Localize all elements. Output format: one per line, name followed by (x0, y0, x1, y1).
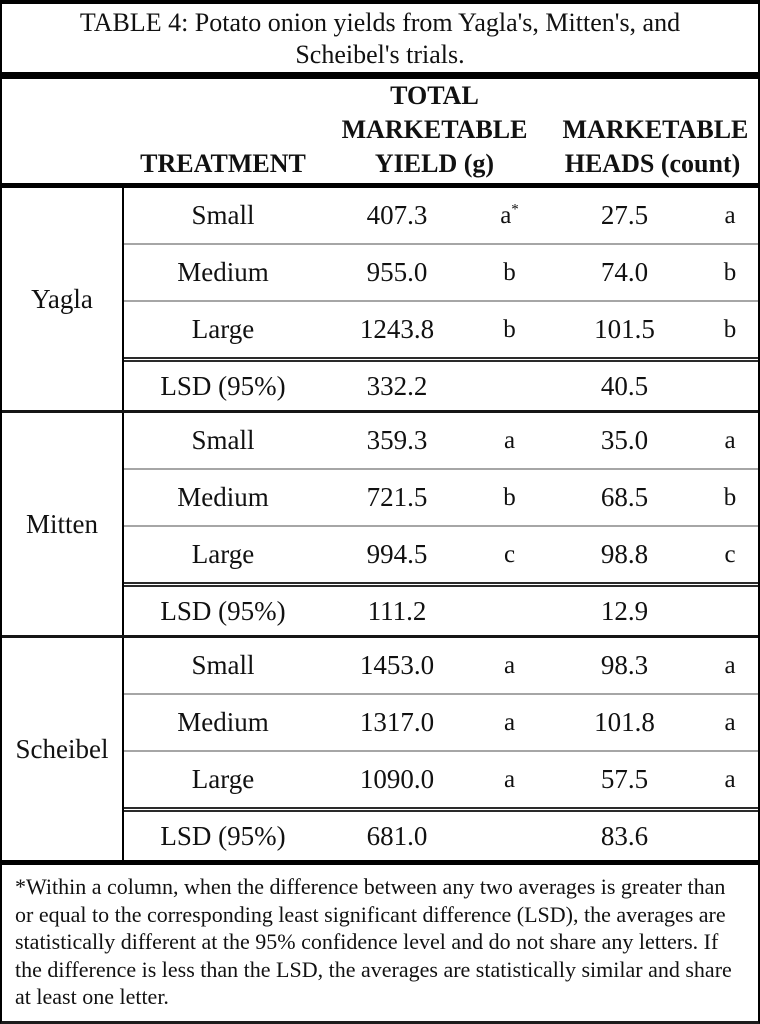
heads-letter: a (724, 426, 736, 454)
yield-letter: a* (472, 202, 547, 230)
yield-letter: a (503, 426, 516, 454)
yield-letter: a (503, 708, 516, 736)
heads-letter: a (724, 765, 736, 793)
heads-letter: b (723, 315, 737, 343)
heads-letter: a (724, 651, 736, 679)
lsd-heads-value: 83.6 (600, 820, 649, 851)
heads-letter: b (723, 483, 737, 511)
heads-value: 74.0 (600, 257, 649, 287)
yield-value: 1317.0 (359, 707, 435, 737)
table-row: Large 1090.0 a 57.5 a (124, 750, 758, 807)
trial-section-scheibel: Scheibel Small 1453.0 a 98.3 a Medium 13… (2, 635, 758, 860)
yield-letter: b (503, 483, 516, 511)
treatment-cell: Large (191, 764, 255, 794)
heads-letter: b (723, 258, 737, 286)
table-row: Small 407.3 a* 27.5 a (124, 188, 758, 243)
lsd-row: LSD (95%) 111.2 12.9 (124, 582, 758, 635)
treatment-cell: Large (191, 539, 255, 569)
yield-value: 1243.8 (359, 314, 435, 344)
heads-value: 101.8 (594, 707, 655, 737)
table-body: Yagla Small 407.3 a* 27.5 a Medium 955.0… (2, 188, 758, 860)
yield-letter: a (503, 765, 516, 793)
lsd-label: LSD (95%) (160, 820, 286, 851)
heads-value: 57.5 (600, 764, 649, 794)
yield-value: 407.3 (366, 200, 428, 230)
trial-rows: Small 1453.0 a 98.3 a Medium 1317.0 a 10… (124, 638, 758, 860)
trial-section-mitten: Mitten Small 359.3 a 35.0 a Medium 721.5… (2, 410, 758, 635)
table-row: Large 994.5 c 98.8 c (124, 525, 758, 582)
table-header: TREATMENT TOTAL MARKETABLE YIELD (g) MAR… (2, 79, 758, 183)
yield-value: 955.0 (366, 257, 428, 287)
lsd-label: LSD (95%) (160, 370, 286, 401)
heads-value: 98.8 (600, 539, 649, 569)
footnote-asterisk: * (511, 201, 519, 218)
table-row: Medium 721.5 b 68.5 b (124, 468, 758, 525)
heads-letter: a (724, 201, 736, 229)
treatment-cell: Small (191, 650, 255, 680)
trial-rows: Small 407.3 a* 27.5 a Medium 955.0 b 74.… (124, 188, 758, 410)
heads-value: 35.0 (600, 425, 649, 455)
title-rule (2, 72, 758, 79)
lsd-row: LSD (95%) 332.2 40.5 (124, 357, 758, 410)
table-footnote: *Within a column, when the difference be… (15, 874, 732, 1009)
yield-value: 359.3 (366, 425, 428, 455)
treatment-cell: Medium (177, 482, 269, 512)
trial-name: Yagla (2, 188, 124, 410)
heads-value: 27.5 (600, 200, 649, 230)
heads-value: 68.5 (600, 482, 649, 512)
trial-name: Scheibel (2, 638, 124, 860)
yield-letter: a (503, 651, 516, 679)
treatment-cell: Small (191, 200, 255, 230)
yield-value: 1453.0 (359, 650, 435, 680)
lsd-heads-value: 12.9 (600, 595, 649, 626)
footnote-rule (2, 860, 758, 865)
yield-letter: b (503, 315, 516, 343)
yield-value: 994.5 (366, 539, 428, 569)
header-treatment: TREATMENT (140, 149, 306, 178)
yield-value: 721.5 (366, 482, 428, 512)
lsd-heads-value: 40.5 (600, 370, 649, 401)
table-row: Small 1453.0 a 98.3 a (124, 638, 758, 693)
header-total-marketable-yield: TOTAL MARKETABLE YIELD (g) (341, 81, 528, 178)
yield-letter: c (503, 540, 516, 568)
heads-value: 101.5 (594, 314, 655, 344)
trial-section-yagla: Yagla Small 407.3 a* 27.5 a Medium 955.0… (2, 188, 758, 410)
letter-text: a (500, 201, 512, 229)
treatment-cell: Medium (177, 707, 269, 737)
lsd-label: LSD (95%) (160, 595, 286, 626)
trial-name: Mitten (2, 413, 124, 635)
table-row: Medium 1317.0 a 101.8 a (124, 693, 758, 750)
table-row: Large 1243.8 b 101.5 b (124, 300, 758, 357)
heads-letter: a (724, 708, 736, 736)
yield-value: 1090.0 (359, 764, 435, 794)
lsd-yield-value: 111.2 (367, 595, 427, 626)
lsd-row: LSD (95%) 681.0 83.6 (124, 807, 758, 860)
lsd-yield-value: 332.2 (366, 370, 428, 401)
table-row: Small 359.3 a 35.0 a (124, 413, 758, 468)
treatment-cell: Medium (177, 257, 269, 287)
yield-letter: b (503, 258, 516, 286)
heads-value: 98.3 (600, 650, 649, 680)
lsd-yield-value: 681.0 (366, 820, 428, 851)
treatment-cell: Large (191, 314, 255, 344)
header-marketable-heads: MARKETABLE HEADS (count) (562, 115, 749, 178)
heads-letter: c (724, 540, 736, 568)
table-row: Medium 955.0 b 74.0 b (124, 243, 758, 300)
trial-rows: Small 359.3 a 35.0 a Medium 721.5 b 68.5… (124, 413, 758, 635)
table-caption: TABLE 4: Potato onion yields from Yagla'… (79, 8, 681, 69)
treatment-cell: Small (191, 425, 255, 455)
header-rule (2, 183, 758, 188)
